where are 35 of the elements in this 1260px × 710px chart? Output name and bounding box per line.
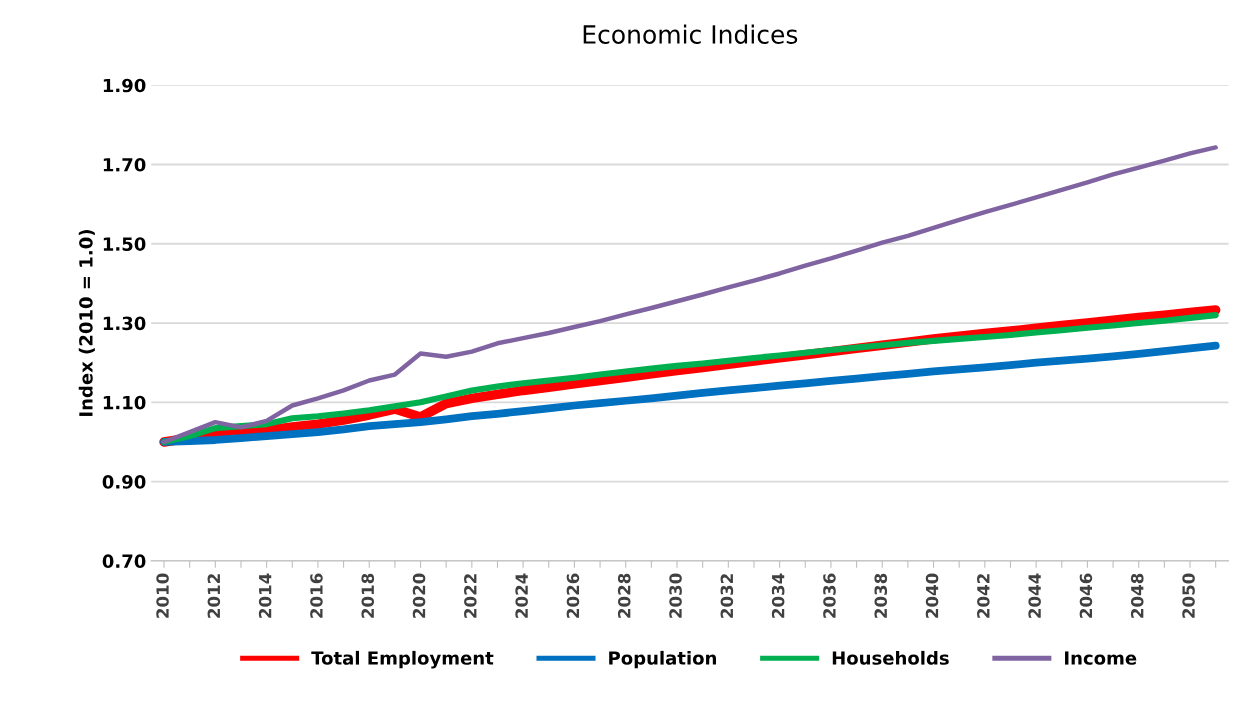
x-tick-label: 2020 bbox=[412, 573, 426, 618]
x-tick-label: 2046 bbox=[1079, 573, 1093, 618]
x-tick-label: 2026 bbox=[566, 573, 580, 618]
y-tick-label: 1.70 bbox=[103, 157, 146, 172]
y-tick-label: 0.90 bbox=[102, 475, 146, 489]
x-tick-label: 2048 bbox=[1130, 573, 1144, 618]
y-tick-label: 1.90 bbox=[103, 78, 146, 93]
x-tick-label: 2022 bbox=[464, 574, 477, 618]
x-tick-label: 2042 bbox=[977, 574, 990, 618]
chart-title: Economic Indices bbox=[583, 24, 798, 44]
x-tick-label: 2044 bbox=[1028, 573, 1041, 618]
x-tick-label: 2050 bbox=[1182, 573, 1195, 618]
x-tick-label: 2034 bbox=[771, 573, 785, 618]
y-tick-label: 0.70 bbox=[102, 554, 146, 569]
x-tick-label: 2018 bbox=[361, 573, 375, 618]
x-tick-label: 2024 bbox=[515, 573, 528, 618]
legend-label: Total Employment bbox=[311, 650, 494, 669]
y-axis-title: Index (2010 = 1.0) bbox=[78, 230, 95, 416]
legend-label: Population bbox=[609, 650, 716, 669]
x-tick-label: 2012 bbox=[207, 574, 221, 618]
line-series bbox=[161, 145, 1218, 445]
y-tick-label: 1.50 bbox=[103, 237, 146, 251]
x-tick-label: 2030 bbox=[669, 573, 682, 618]
x-tick-label: 2040 bbox=[925, 573, 939, 618]
x-tick-label: 2010 bbox=[156, 573, 169, 618]
legend-label: Households bbox=[832, 650, 949, 665]
x-tick-label: 2014 bbox=[258, 573, 272, 618]
x-tick-label: 2032 bbox=[720, 574, 734, 618]
x-tick-label: 2016 bbox=[310, 573, 323, 618]
x-tick-label: 2036 bbox=[823, 573, 836, 618]
x-tick-label: 2038 bbox=[874, 573, 888, 618]
legend-label: Income bbox=[1065, 651, 1137, 665]
y-tick-label: 1.30 bbox=[103, 316, 146, 331]
x-tick-label: 2028 bbox=[617, 573, 631, 618]
y-tick-label: 1.10 bbox=[103, 395, 146, 410]
